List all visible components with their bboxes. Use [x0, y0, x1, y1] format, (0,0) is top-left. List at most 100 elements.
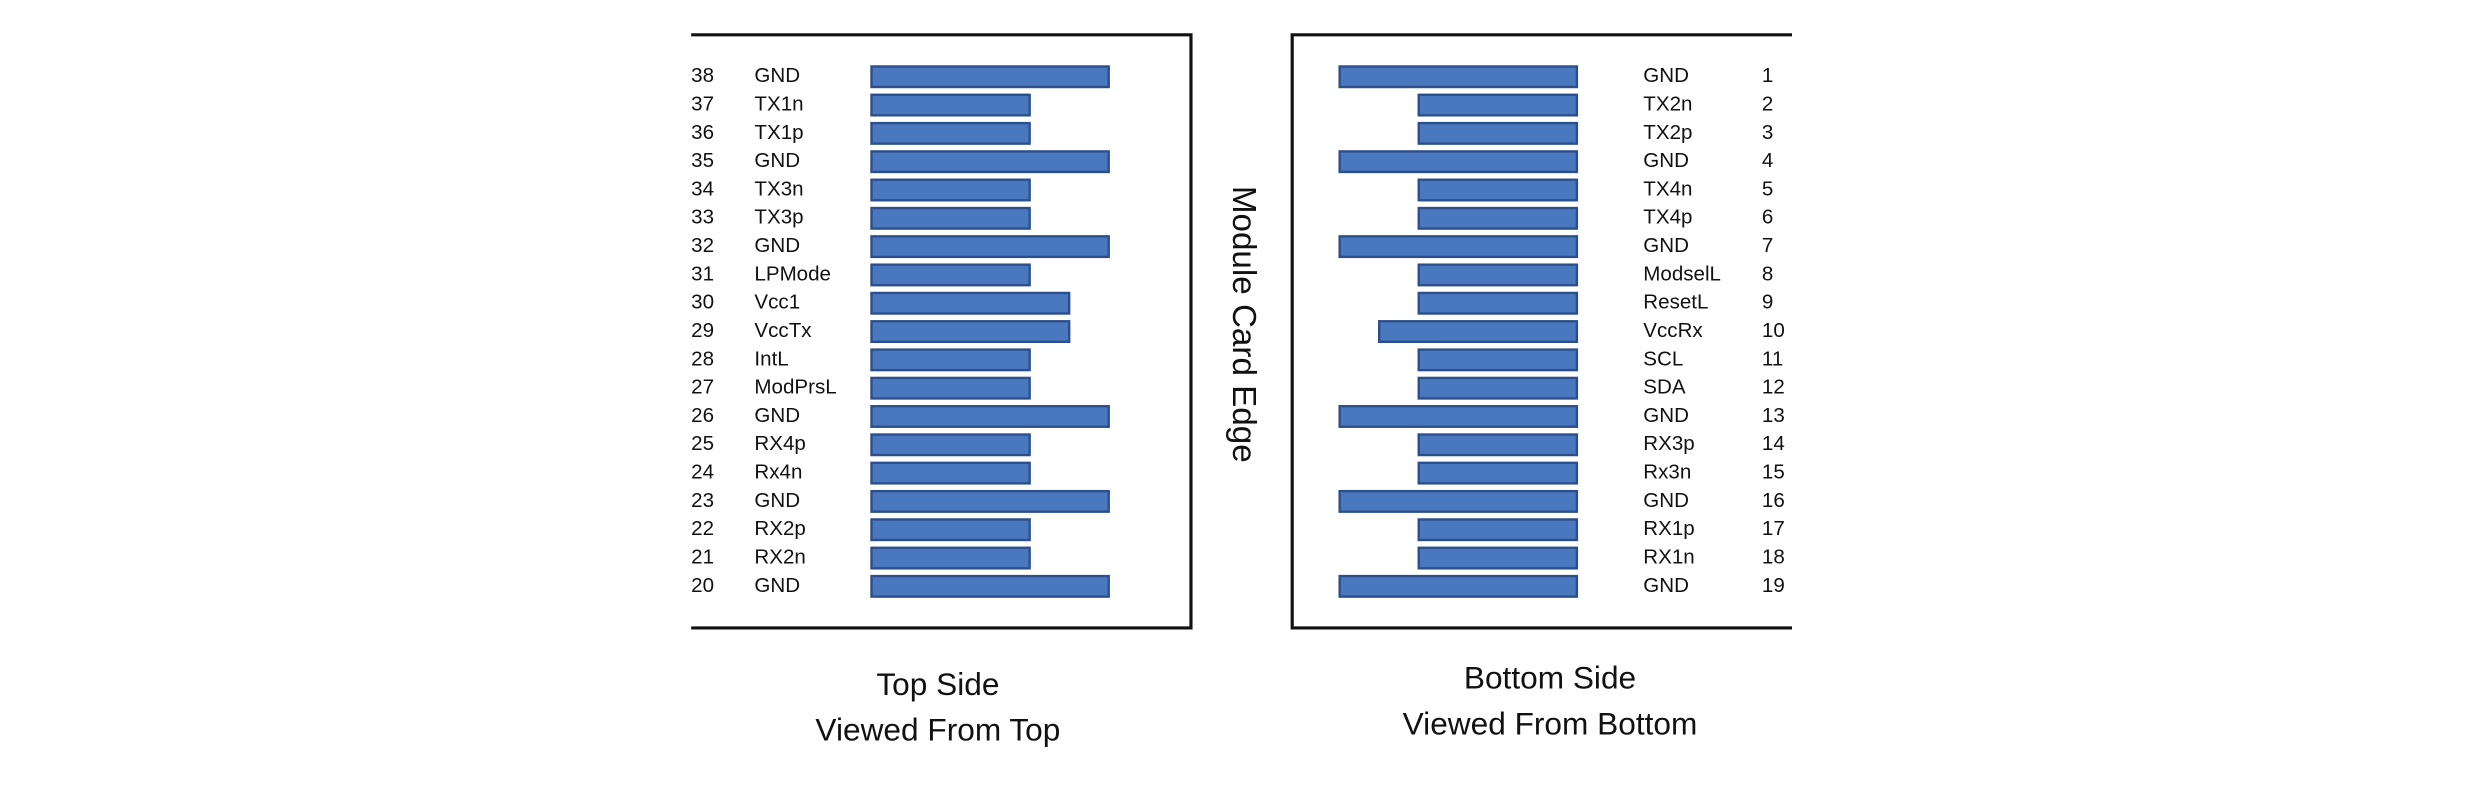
pin-label: GND: [754, 404, 800, 427]
pin-label: SDA: [1643, 376, 1686, 399]
pin-number: 21: [691, 545, 714, 568]
pin-number: 3: [1762, 121, 1773, 144]
pin-number: 31: [691, 262, 714, 285]
pin-number: 36: [691, 121, 714, 144]
pin-number: 35: [691, 149, 714, 172]
bottom-frame: [1290, 33, 1792, 630]
pin-label: GND: [754, 574, 800, 597]
pin-number: 37: [691, 92, 714, 115]
pin-label: GND: [754, 489, 800, 512]
pin-label: RX2n: [754, 545, 805, 568]
pad: [1338, 235, 1579, 259]
pin-number: 16: [1762, 489, 1785, 512]
pin-number: 30: [691, 291, 714, 314]
pad: [1417, 518, 1579, 542]
pin-number: 33: [691, 206, 714, 229]
pin-number: 28: [691, 347, 714, 370]
pin-number: 17: [1762, 517, 1785, 540]
pad: [870, 405, 1110, 428]
pin-number: 29: [691, 319, 714, 342]
pin-label: LPMode: [754, 262, 831, 285]
pin-number: 2: [1762, 92, 1773, 115]
pin-number: 1: [1762, 64, 1773, 87]
pin-label: TX4p: [1643, 206, 1692, 229]
pad: [1417, 461, 1579, 485]
pin-label: GND: [1643, 574, 1689, 597]
pin-label: TX1n: [754, 92, 803, 115]
pin-label: VccRx: [1643, 319, 1703, 342]
pin-label: GND: [1643, 489, 1689, 512]
pin-label: TX2p: [1643, 121, 1692, 144]
pin-label: RX3p: [1643, 432, 1694, 455]
pin-label: RX2p: [754, 517, 805, 540]
pin-number: 10: [1762, 319, 1785, 342]
top-frame: [691, 33, 1193, 630]
pad: [870, 263, 1031, 287]
pin-number: 23: [691, 489, 714, 512]
pin-label: ModselL: [1643, 262, 1721, 285]
pin-number: 13: [1762, 404, 1785, 427]
pin-label: Vcc1: [754, 291, 800, 314]
pin-label: TX3p: [754, 206, 803, 229]
pad: [1417, 348, 1579, 372]
pad: [1417, 433, 1579, 457]
pad: [870, 65, 1110, 89]
pad: [1417, 263, 1579, 287]
pin-number: 20: [691, 574, 714, 597]
pin-number: 18: [1762, 545, 1785, 568]
pad: [870, 93, 1031, 117]
pin-number: 25: [691, 432, 714, 455]
pin-number: 19: [1762, 574, 1785, 597]
pin-number: 34: [691, 177, 714, 200]
pad: [870, 376, 1031, 400]
pin-label: RX1n: [1643, 545, 1694, 568]
pin-label: RX4p: [754, 432, 805, 455]
pin-number: 24: [691, 461, 714, 484]
pad: [870, 518, 1031, 542]
pin-number: 27: [691, 376, 714, 399]
pin-label: ModPrsL: [754, 376, 836, 399]
pin-label: GND: [754, 234, 800, 257]
pad: [1417, 546, 1579, 570]
pin-label: Rx4n: [754, 461, 802, 484]
pad: [1338, 65, 1579, 89]
pad: [1417, 93, 1579, 117]
pin-label: VccTx: [754, 319, 812, 342]
pin-label: Rx3n: [1643, 461, 1691, 484]
pin-label: GND: [1643, 234, 1689, 257]
pad: [870, 461, 1031, 485]
pad: [870, 574, 1110, 598]
pin-number: 15: [1762, 461, 1785, 484]
pad: [1338, 574, 1579, 598]
pad: [1338, 405, 1579, 428]
pin-number: 4: [1762, 149, 1773, 172]
pad: [870, 150, 1110, 174]
pad: [870, 235, 1110, 259]
pin-number: 26: [691, 404, 714, 427]
pin-label: RX1p: [1643, 517, 1694, 540]
pad: [1417, 206, 1579, 230]
pad: [1417, 376, 1579, 400]
pin-number: 12: [1762, 376, 1785, 399]
pin-number: 7: [1762, 234, 1773, 257]
pin-number: 38: [691, 64, 714, 87]
pad: [870, 121, 1031, 145]
pad: [1417, 121, 1579, 145]
pad: [870, 178, 1031, 202]
pin-number: 5: [1762, 177, 1773, 200]
pad: [1417, 178, 1579, 202]
pin-number: 8: [1762, 262, 1773, 285]
pin-label: TX4n: [1643, 177, 1692, 200]
pad: [870, 206, 1031, 230]
pin-label: GND: [754, 64, 800, 87]
pin-number: 32: [691, 234, 714, 257]
pin-label: IntL: [754, 347, 788, 370]
caption: Top Side: [876, 666, 999, 702]
pad: [1377, 320, 1579, 344]
pad: [1417, 291, 1579, 315]
pad: [870, 489, 1110, 513]
pin-label: TX3n: [754, 177, 803, 200]
pin-label: GND: [1643, 404, 1689, 427]
